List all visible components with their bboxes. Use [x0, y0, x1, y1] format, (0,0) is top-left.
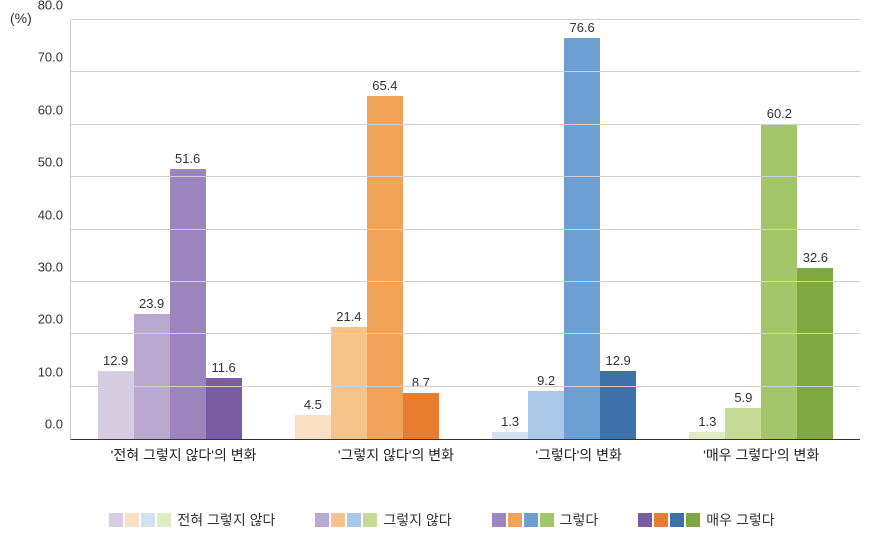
bar-groups: 12.923.951.611.64.521.465.48.71.39.276.6…	[71, 20, 860, 439]
legend-swatch	[686, 513, 700, 527]
y-tick-label: 20.0	[38, 312, 63, 327]
bar-value-label: 1.3	[501, 414, 519, 429]
bar-value-label: 32.6	[803, 250, 828, 265]
bar-value-label: 65.4	[372, 78, 397, 93]
legend-swatch	[157, 513, 171, 527]
bar-value-label: 76.6	[569, 20, 594, 35]
bar-value-label: 1.3	[698, 414, 716, 429]
gridline	[71, 229, 860, 230]
bar-group: 4.521.465.48.7	[295, 20, 439, 439]
bar-group: 12.923.951.611.6	[98, 20, 242, 439]
legend-label: 그렇지 않다	[383, 510, 451, 530]
legend: 전혀 그렇지 않다 그렇지 않다 그렇다 매우 그렇다	[10, 510, 874, 530]
legend-swatch	[109, 513, 123, 527]
gridline	[71, 176, 860, 177]
bar: 1.3	[492, 432, 528, 439]
y-tick-label: 70.0	[38, 50, 63, 65]
x-axis-label: '전혀 그렇지 않다'의 변화	[111, 445, 257, 465]
legend-swatch	[315, 513, 329, 527]
y-tick-label: 50.0	[38, 155, 63, 170]
legend-item: 매우 그렇다	[638, 510, 774, 530]
y-tick-label: 10.0	[38, 364, 63, 379]
legend-swatch	[141, 513, 155, 527]
legend-swatch	[492, 513, 506, 527]
legend-swatch-group	[638, 513, 700, 527]
legend-swatch	[508, 513, 522, 527]
gridline	[71, 386, 860, 387]
legend-swatch-group	[109, 513, 171, 527]
bar: 76.6	[564, 38, 600, 439]
gridline	[71, 71, 860, 72]
legend-swatch-group	[315, 513, 377, 527]
bar: 51.6	[170, 169, 206, 439]
bar-group: 1.35.960.232.6	[689, 20, 833, 439]
bar-value-label: 12.9	[103, 353, 128, 368]
legend-label: 매우 그렇다	[706, 510, 774, 530]
bar-value-label: 8.7	[412, 375, 430, 390]
legend-swatch	[638, 513, 652, 527]
y-axis-unit: (%)	[10, 10, 32, 26]
chart-container: (%) 12.923.951.611.64.521.465.48.71.39.2…	[10, 10, 874, 490]
bar-value-label: 5.9	[734, 390, 752, 405]
legend-swatch	[347, 513, 361, 527]
y-tick-label: 40.0	[38, 207, 63, 222]
bar: 12.9	[600, 371, 636, 439]
y-tick-label: 60.0	[38, 102, 63, 117]
gridline	[71, 333, 860, 334]
bar-value-label: 11.6	[211, 360, 235, 375]
bar-group: 1.39.276.612.9	[492, 20, 636, 439]
bar: 11.6	[206, 378, 242, 439]
bar-value-label: 23.9	[139, 296, 164, 311]
x-axis-label: '매우 그렇다'의 변화	[703, 445, 819, 465]
y-tick-label: 30.0	[38, 259, 63, 274]
bar-value-label: 4.5	[304, 397, 322, 412]
bar: 9.2	[528, 391, 564, 439]
legend-swatch	[331, 513, 345, 527]
bar: 65.4	[367, 96, 403, 439]
bar: 1.3	[689, 432, 725, 439]
legend-label: 전혀 그렇지 않다	[177, 510, 275, 530]
y-tick-label: 0.0	[45, 417, 63, 432]
x-axis-label: '그렇다'의 변화	[535, 445, 622, 465]
gridline	[71, 124, 860, 125]
legend-swatch	[363, 513, 377, 527]
bar: 21.4	[331, 327, 367, 439]
x-axis-label: '그렇지 않다'의 변화	[338, 445, 454, 465]
bar-value-label: 60.2	[767, 106, 792, 121]
legend-item: 그렇다	[492, 510, 599, 530]
x-axis-labels: '전혀 그렇지 않다'의 변화 '그렇지 않다'의 변화 '그렇다'의 변화 '매우 …	[70, 445, 860, 465]
bar-value-label: 12.9	[605, 353, 630, 368]
legend-swatch	[654, 513, 668, 527]
y-tick-label: 80.0	[38, 0, 63, 13]
legend-swatch	[670, 513, 684, 527]
legend-label: 그렇다	[560, 510, 599, 530]
legend-swatch	[540, 513, 554, 527]
bar: 32.6	[797, 268, 833, 439]
gridline	[71, 281, 860, 282]
bar-value-label: 51.6	[175, 151, 200, 166]
gridline	[71, 19, 860, 20]
bar: 12.9	[98, 371, 134, 439]
bar: 4.5	[295, 415, 331, 439]
bar: 5.9	[725, 408, 761, 439]
legend-swatch-group	[492, 513, 554, 527]
legend-swatch	[524, 513, 538, 527]
legend-swatch	[125, 513, 139, 527]
bar-value-label: 21.4	[336, 309, 361, 324]
legend-item: 전혀 그렇지 않다	[109, 510, 275, 530]
bar: 8.7	[403, 393, 439, 439]
plot-area: 12.923.951.611.64.521.465.48.71.39.276.6…	[70, 20, 860, 440]
legend-item: 그렇지 않다	[315, 510, 451, 530]
